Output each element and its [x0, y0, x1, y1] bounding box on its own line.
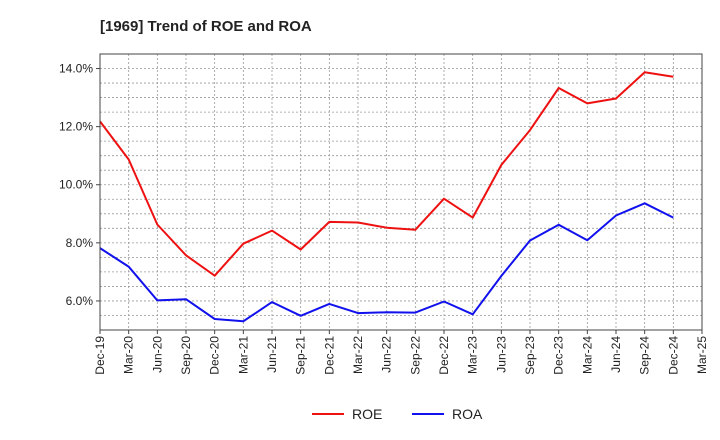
x-tick-label: Dec-19	[93, 336, 107, 375]
x-tick-label: Jun-24	[609, 336, 623, 373]
y-tick-label: 12.0%	[59, 120, 93, 134]
plot-frame	[99, 53, 703, 331]
x-tick-label: Mar-20	[122, 336, 136, 374]
x-tick-label: Jun-20	[150, 336, 164, 373]
x-tick-label: Jun-22	[380, 336, 394, 373]
series-lines	[99, 71, 674, 323]
x-tick-label: Sep-24	[638, 336, 652, 375]
x-tick-label: Dec-24	[666, 336, 680, 375]
x-tick-label: Sep-21	[294, 336, 308, 375]
x-tick-label: Mar-22	[351, 336, 365, 374]
x-tick-label: Mar-23	[466, 336, 480, 374]
y-tick-label: 10.0%	[59, 178, 93, 192]
x-tick-label: Sep-20	[179, 336, 193, 375]
series-line-roa	[99, 202, 674, 323]
x-tick-label: Mar-25	[695, 336, 709, 374]
grid-lines	[100, 54, 702, 330]
legend-label-roa: ROA	[452, 406, 483, 422]
x-tick-label: Sep-22	[408, 336, 422, 375]
x-tick-label: Dec-20	[208, 336, 222, 375]
x-tick-label: Mar-24	[580, 336, 594, 374]
x-tick-label: Sep-23	[523, 336, 537, 375]
x-axis-ticks: Dec-19 Mar-20 Jun-20 Sep-20 Dec-20 Mar-21 Jun-…	[93, 330, 709, 375]
legend-label-roe: ROE	[352, 406, 382, 422]
y-axis-ticks: 6.0% 8.0% 10.0% 12.0% 14.0%	[59, 62, 100, 308]
x-tick-label: Mar-21	[236, 336, 250, 374]
series-line-roe	[99, 71, 674, 277]
x-tick-label: Dec-21	[322, 336, 336, 375]
x-tick-label: Dec-22	[437, 336, 451, 375]
y-tick-label: 8.0%	[66, 236, 94, 250]
chart-title: [1969] Trend of ROE and ROA	[100, 18, 312, 35]
y-tick-label: 6.0%	[66, 294, 94, 308]
x-tick-label: Dec-23	[552, 336, 566, 375]
x-tick-label: Jun-21	[265, 336, 279, 373]
legend: ROE ROA	[312, 406, 483, 422]
x-tick-label: Jun-23	[494, 336, 508, 373]
y-tick-label: 14.0%	[59, 62, 93, 76]
